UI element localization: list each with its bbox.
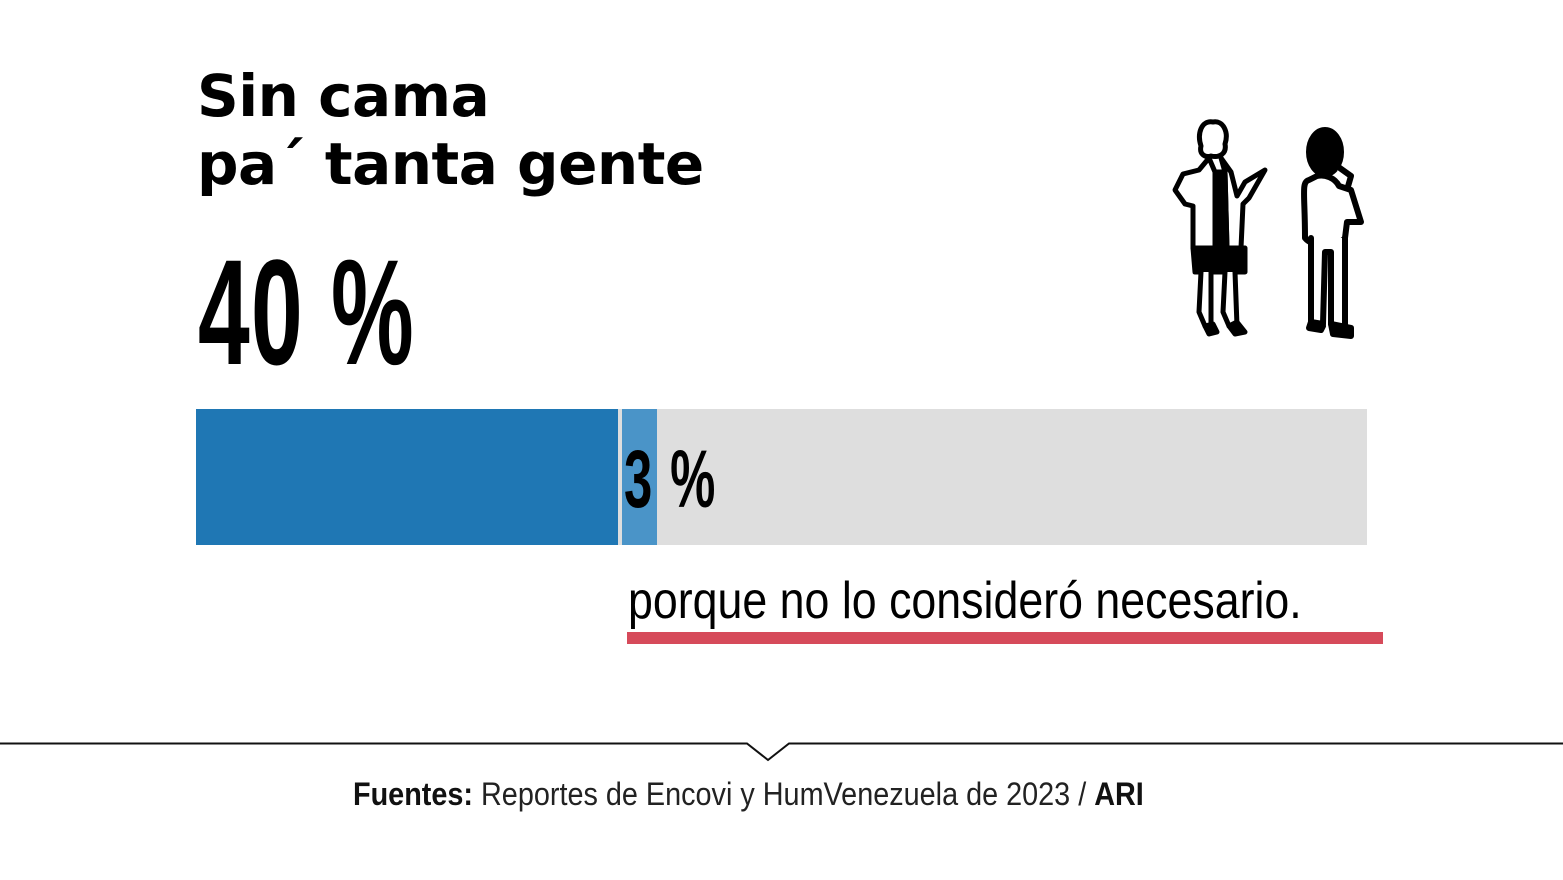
source-org: ARI [1094, 776, 1144, 812]
bar-segment-main [196, 409, 618, 545]
source-note: Fuentes: Reportes de Encovi y HumVenezue… [353, 772, 1144, 816]
chart-title: Sin cama pa´ tanta gente [197, 62, 704, 198]
bar-segment-sub [621, 409, 657, 545]
woman-with-clipboard-icon [1172, 119, 1268, 337]
source-label: Fuentes: [353, 776, 474, 812]
bar-data-label-sub: 3 % [623, 434, 717, 525]
source-text: Reportes de Encovi y HumVenezuela de 202… [473, 776, 1095, 812]
title-line-2: pa´ tanta gente [197, 130, 704, 198]
headline-percentage: 40 % [198, 228, 415, 396]
divider-line-with-notch [0, 742, 1563, 762]
caption-underline [627, 632, 1383, 644]
title-line-1: Sin cama [197, 62, 490, 130]
caption-text: porque no lo consideró necesario. [628, 572, 1302, 630]
man-on-phone-icon [1301, 127, 1364, 339]
footer-divider [0, 742, 1563, 762]
bar-track [196, 409, 1367, 545]
people-illustration [1172, 119, 1364, 339]
